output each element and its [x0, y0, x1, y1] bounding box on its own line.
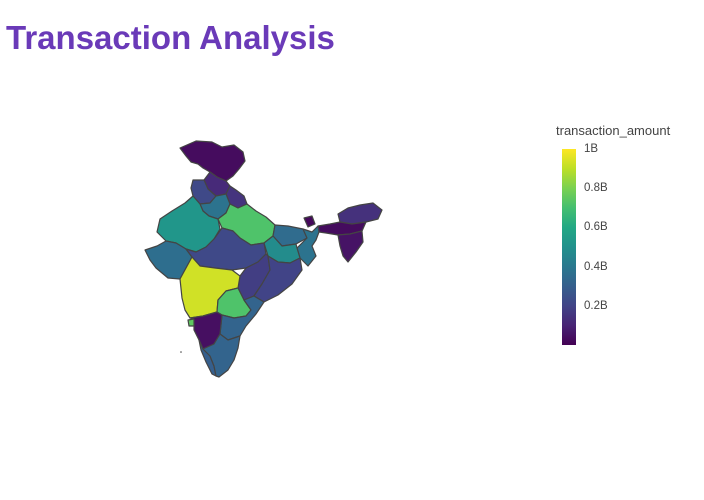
colorbar-gradient — [562, 149, 576, 345]
colorbar-tick-label: 0.2B — [584, 299, 608, 312]
colorbar-tick-label: 0.8B — [584, 182, 608, 195]
colorbar-tick-label: 1B — [584, 143, 599, 155]
island-marker — [180, 351, 182, 353]
region-jammu-and-kashmir[interactable]: Jammu and Kashmir — [179, 140, 246, 182]
region-arunachal-pradesh[interactable]: Assam — [337, 202, 383, 225]
region-west-bengal[interactable]: Gujarat — [296, 225, 320, 267]
region-odisha[interactable]: Odisha — [253, 255, 303, 303]
colorbar-title: transaction_amount — [556, 123, 671, 138]
page-title: Transaction Analysis — [6, 19, 335, 56]
region-tamil-nadu[interactable]: Tamil Nadu — [202, 333, 241, 378]
region-sikkim[interactable]: Sikkim — [303, 215, 316, 228]
colorbar-tick-label: 0.6B — [584, 221, 608, 234]
region-northeast-states[interactable]: Northeast States — [337, 230, 364, 263]
colorbar-tick-label: 0.4B — [584, 260, 608, 273]
